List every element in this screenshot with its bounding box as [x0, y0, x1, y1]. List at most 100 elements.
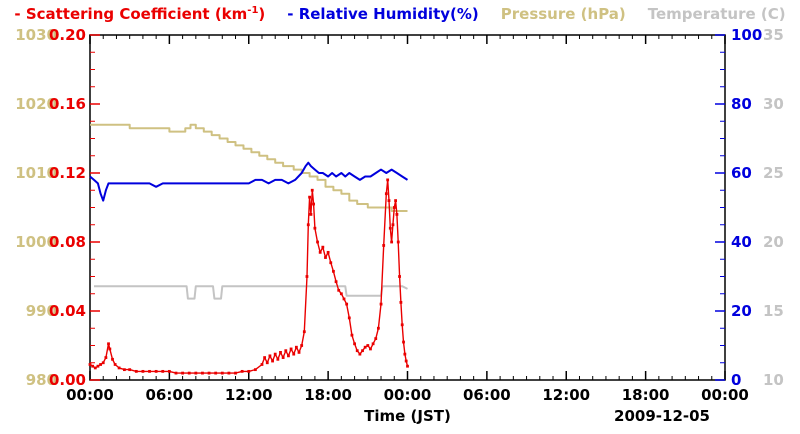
temperature-tick-label: 35 — [763, 26, 784, 44]
plot-frame — [89, 34, 726, 381]
humidity-tick-label: 80 — [731, 95, 752, 113]
x-tick-label: 00:00 — [384, 386, 432, 404]
series-scattering-marker — [345, 302, 349, 306]
scattering-tick-label: 0.16 — [49, 95, 86, 113]
series-scattering-marker — [128, 368, 132, 372]
temperature-tick-label: 20 — [763, 233, 784, 251]
series-scattering-marker — [292, 352, 296, 356]
series-scattering-marker — [194, 371, 198, 375]
series-scattering-marker — [134, 369, 138, 373]
legend-scattering: - Scattering Coefficient (km-1) — [14, 5, 266, 23]
temperature-tick-label: 25 — [763, 164, 784, 182]
series-scattering-marker — [93, 366, 97, 370]
series-scattering-marker — [227, 371, 231, 375]
series-scattering-marker — [305, 275, 309, 278]
series-scattering-marker — [388, 226, 392, 230]
series-scattering-marker — [240, 369, 244, 373]
series-scattering-marker — [187, 371, 191, 375]
series-scattering-marker — [273, 352, 277, 356]
series-scattering-marker — [253, 368, 257, 372]
series-scattering-marker — [400, 323, 404, 327]
x-tick-label: 12:00 — [225, 386, 273, 404]
series-scattering-marker — [107, 342, 110, 346]
series-scattering-marker — [398, 275, 401, 278]
series-temperature-line — [94, 285, 408, 300]
temperature-tick-label: 10 — [763, 371, 784, 389]
series-scattering-marker — [148, 369, 151, 373]
series-scattering-marker — [268, 354, 272, 358]
x-tick-label: 06:00 — [463, 386, 511, 404]
series-scattering-marker — [374, 337, 378, 340]
humidity-tick-label: 60 — [731, 164, 752, 182]
humidity-tick-label: 20 — [731, 302, 752, 320]
series-scattering-marker — [369, 347, 372, 351]
scattering-tick-label: 0.04 — [49, 302, 86, 320]
series-scattering-marker — [391, 223, 395, 227]
series-scattering-marker — [350, 333, 354, 337]
series-scattering-marker — [91, 364, 95, 368]
series-scattering-marker — [287, 354, 290, 358]
x-tick-label: 18:00 — [622, 386, 670, 404]
series-humidity-line — [89, 161, 409, 202]
pressure-tick-label: 1000 — [15, 233, 57, 251]
legend: - Scattering Coefficient (km-1) - Relati… — [0, 3, 800, 25]
series-scattering-marker — [104, 356, 108, 359]
series-scattering-marker — [306, 223, 310, 227]
series-scattering-marker — [342, 297, 346, 301]
series-scattering-marker — [324, 256, 327, 259]
humidity-tick-label: 100 — [731, 26, 762, 44]
series-scattering-marker — [260, 363, 264, 366]
legend-scattering-exponent: -1 — [247, 5, 259, 16]
x-axis-title: Time (JST) — [364, 407, 451, 425]
series-scattering-marker — [402, 340, 405, 344]
series-scattering-marker — [220, 371, 224, 375]
series-scattering-marker — [313, 226, 317, 230]
series-scattering-marker — [96, 364, 100, 368]
series-scattering-marker — [300, 344, 304, 347]
series-scattering-marker — [396, 240, 400, 244]
series-scattering-marker — [214, 371, 218, 375]
series-scattering-marker — [294, 345, 298, 349]
series-scattering-marker — [308, 195, 312, 199]
series-scattering-marker — [358, 352, 362, 356]
series-scattering-marker — [390, 240, 394, 244]
series-scattering-marker — [181, 371, 185, 375]
series-pressure-line — [90, 123, 408, 212]
series-scattering-marker — [99, 363, 102, 366]
series-scattering-marker — [382, 244, 386, 247]
series-scattering-marker — [113, 363, 117, 366]
series-scattering-marker — [371, 342, 375, 346]
series-scattering-marker — [141, 369, 145, 373]
temperature-tick-label: 15 — [763, 302, 784, 320]
x-tick-label: 12:00 — [542, 386, 590, 404]
legend-temperature: Temperature (C) — [647, 5, 786, 23]
date-label: 2009-12-05 — [614, 407, 710, 425]
pressure-tick-label: 1020 — [15, 95, 57, 113]
series-scattering-marker — [379, 302, 383, 306]
x-tick-label: 06:00 — [146, 386, 194, 404]
series-scattering-marker — [201, 371, 204, 375]
x-tick-label: 00:00 — [66, 386, 114, 404]
series-scattering-marker — [361, 349, 364, 353]
series-scattering-marker — [271, 359, 274, 363]
series-scattering-marker — [312, 202, 315, 206]
series-scattering-marker — [167, 369, 171, 373]
humidity-tick-label: 40 — [731, 233, 752, 251]
temperature-tick-label: 30 — [763, 95, 784, 113]
series-scattering-marker — [279, 351, 282, 354]
series-scattering-marker — [88, 363, 92, 366]
series-scattering-marker — [326, 250, 330, 254]
pressure-tick-label: 990 — [26, 302, 57, 320]
series-scattering-marker — [387, 199, 391, 202]
series-scattering-marker — [394, 199, 397, 202]
series-scattering-marker — [392, 206, 396, 209]
legend-humidity: - Relative Humidity(%) — [287, 5, 479, 23]
series-scattering-marker — [276, 357, 280, 361]
series-scattering-marker — [318, 250, 322, 254]
series-scattering-marker — [406, 364, 409, 368]
series-scattering-marker — [316, 240, 319, 244]
series-scattering-marker — [339, 292, 343, 296]
series-scattering-marker — [395, 213, 399, 216]
series-scattering-marker — [281, 356, 285, 359]
